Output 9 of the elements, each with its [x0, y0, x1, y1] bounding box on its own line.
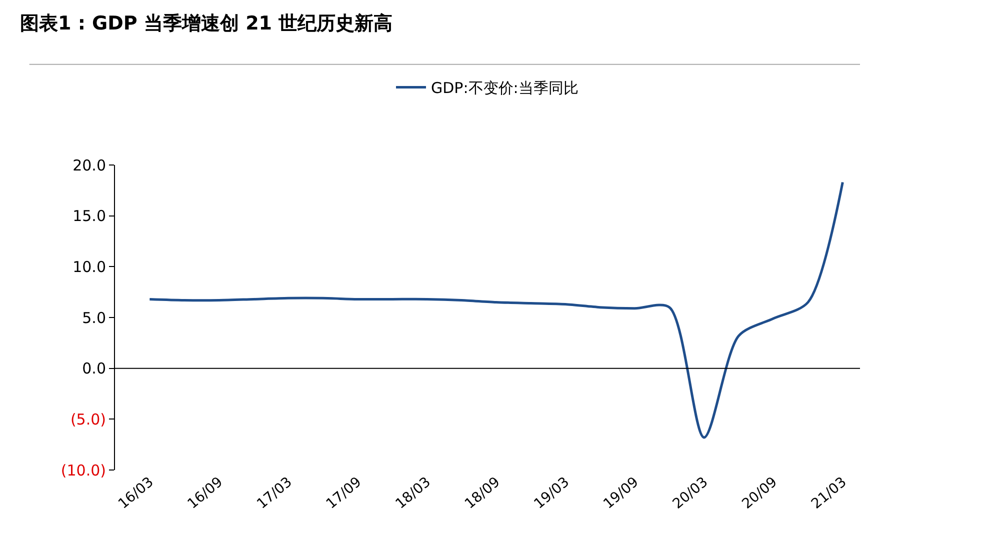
- y-tick-label: (5.0): [70, 410, 106, 428]
- y-tick-label: 20.0: [72, 156, 106, 174]
- y-tick-label: 0.0: [82, 360, 106, 378]
- y-tick-label: 5.0: [82, 308, 106, 327]
- legend-label: GDP:不变价:当季同比: [431, 79, 578, 98]
- y-tick-label: (10.0): [60, 461, 106, 480]
- chart-title: 图表1 : GDP 当季增速创 21 世纪历史新高: [20, 12, 393, 35]
- y-tick-label: 15.0: [72, 207, 106, 226]
- y-tick-label: 10.0: [72, 258, 106, 276]
